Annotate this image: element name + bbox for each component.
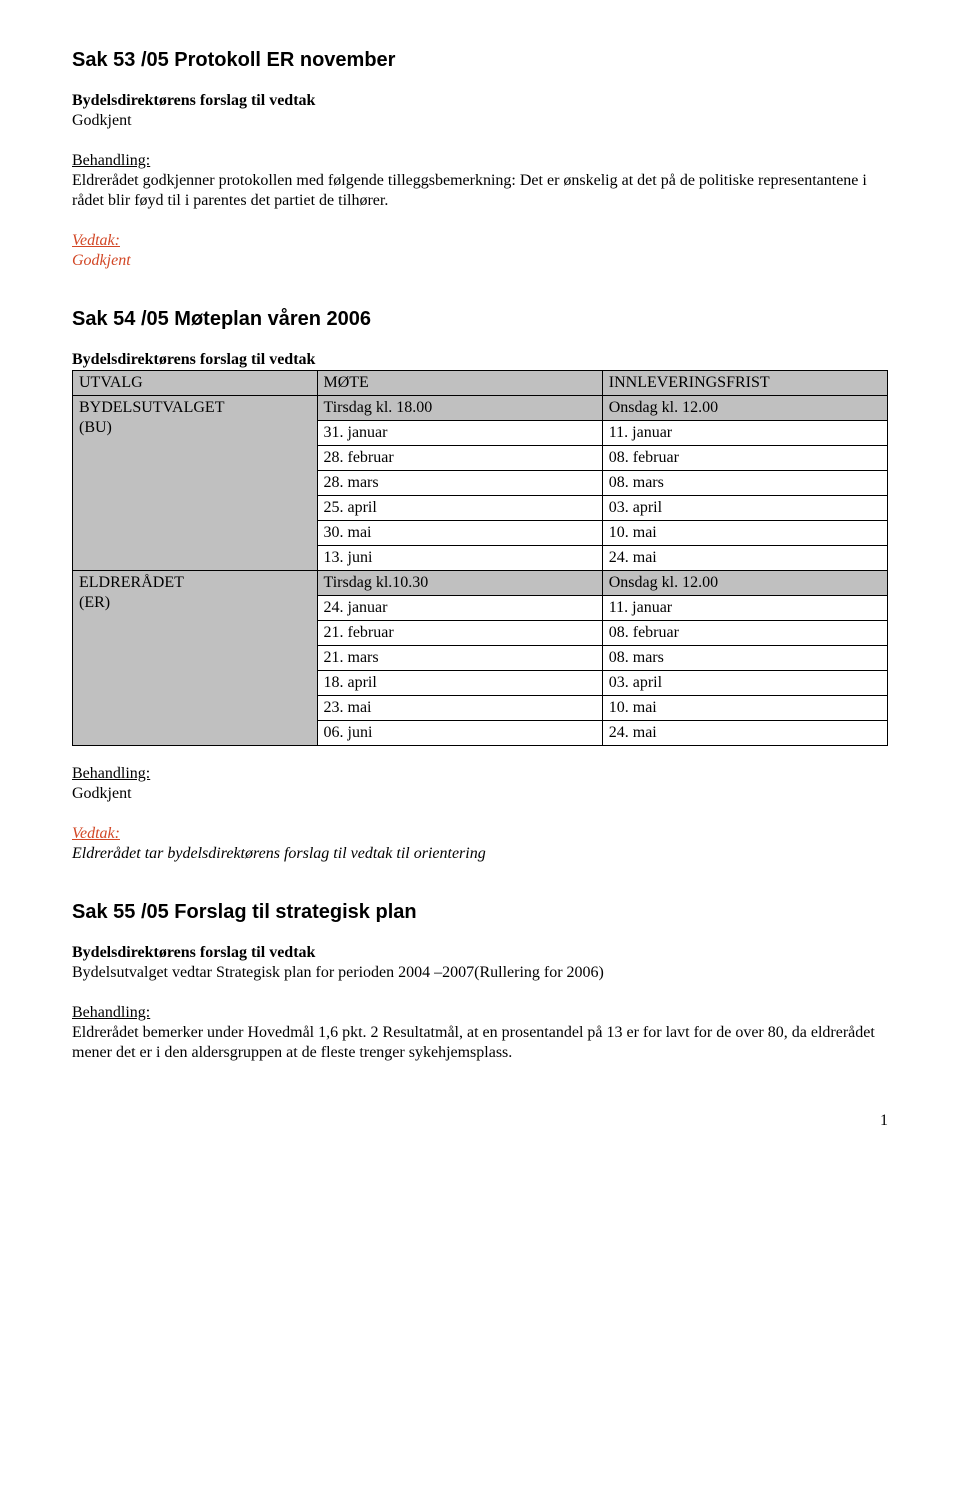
er-frist-head: Onsdag kl. 12.00 bbox=[602, 571, 887, 596]
col-utvalg: UTVALG bbox=[73, 371, 318, 396]
cell-frist: 08. mars bbox=[602, 471, 887, 496]
cell-frist: 10. mai bbox=[602, 521, 887, 546]
cell-mote: 18. april bbox=[317, 671, 602, 696]
sak54-vedtak-value: Eldrerådet tar bydelsdirektørens forslag… bbox=[72, 844, 888, 864]
cell-mote: 28. februar bbox=[317, 446, 602, 471]
cell-mote: 25. april bbox=[317, 496, 602, 521]
cell-frist: 11. januar bbox=[602, 421, 887, 446]
sak53-behandling-label: Behandling: bbox=[72, 152, 150, 169]
bu-mote-head: Tirsdag kl. 18.00 bbox=[317, 396, 602, 421]
cell-frist: 24. mai bbox=[602, 721, 887, 746]
sak55-behandling-label: Behandling: bbox=[72, 1004, 150, 1021]
cell-frist: 03. april bbox=[602, 671, 887, 696]
table-row: BYDELSUTVALGET (BU) Tirsdag kl. 18.00 On… bbox=[73, 396, 888, 421]
col-frist: INNLEVERINGSFRIST bbox=[602, 371, 887, 396]
cell-frist: 08. februar bbox=[602, 621, 887, 646]
group-er: ELDRERÅDET (ER) bbox=[73, 571, 318, 746]
page-number: 1 bbox=[72, 1111, 888, 1131]
sak55-behandling-text: Eldrerådet bemerker under Hovedmål 1,6 p… bbox=[72, 1023, 888, 1063]
cell-mote: 13. juni bbox=[317, 546, 602, 571]
sak54-behandling-value: Godkjent bbox=[72, 784, 888, 804]
sak54-forslag-label: Bydelsdirektørens forslag til vedtak bbox=[72, 350, 888, 370]
sak53-vedtak-label: Vedtak: bbox=[72, 232, 120, 249]
bu-frist-head: Onsdag kl. 12.00 bbox=[602, 396, 887, 421]
col-mote: MØTE bbox=[317, 371, 602, 396]
sak53-title: Sak 53 /05 Protokoll ER november bbox=[72, 48, 888, 73]
sak55-forslag-label: Bydelsdirektørens forslag til vedtak bbox=[72, 943, 888, 963]
sak55-title: Sak 55 /05 Forslag til strategisk plan bbox=[72, 900, 888, 925]
sak54-behandling-label: Behandling: bbox=[72, 765, 150, 782]
cell-frist: 08. mars bbox=[602, 646, 887, 671]
table-row: ELDRERÅDET (ER) Tirsdag kl.10.30 Onsdag … bbox=[73, 571, 888, 596]
sak53-behandling-text: Eldrerådet godkjenner protokollen med fø… bbox=[72, 171, 888, 211]
sak54-vedtak-label: Vedtak: bbox=[72, 825, 120, 842]
sak53-forslag-value: Godkjent bbox=[72, 111, 888, 131]
cell-frist: 24. mai bbox=[602, 546, 887, 571]
cell-mote: 28. mars bbox=[317, 471, 602, 496]
table-header-row: UTVALG MØTE INNLEVERINGSFRIST bbox=[73, 371, 888, 396]
cell-mote: 23. mai bbox=[317, 696, 602, 721]
sak54-title: Sak 54 /05 Møteplan våren 2006 bbox=[72, 307, 888, 332]
group-bu: BYDELSUTVALGET (BU) bbox=[73, 396, 318, 571]
cell-mote: 30. mai bbox=[317, 521, 602, 546]
cell-mote: 21. mars bbox=[317, 646, 602, 671]
er-mote-head: Tirsdag kl.10.30 bbox=[317, 571, 602, 596]
cell-frist: 11. januar bbox=[602, 596, 887, 621]
cell-frist: 10. mai bbox=[602, 696, 887, 721]
cell-mote: 21. februar bbox=[317, 621, 602, 646]
moteplan-table: UTVALG MØTE INNLEVERINGSFRIST BYDELSUTVA… bbox=[72, 370, 888, 746]
cell-frist: 08. februar bbox=[602, 446, 887, 471]
sak53-vedtak-value: Godkjent bbox=[72, 251, 888, 271]
cell-frist: 03. april bbox=[602, 496, 887, 521]
sak55-forslag-text: Bydelsutvalget vedtar Strategisk plan fo… bbox=[72, 963, 888, 983]
sak53-forslag-label: Bydelsdirektørens forslag til vedtak bbox=[72, 91, 888, 111]
cell-mote: 24. januar bbox=[317, 596, 602, 621]
cell-mote: 31. januar bbox=[317, 421, 602, 446]
cell-mote: 06. juni bbox=[317, 721, 602, 746]
